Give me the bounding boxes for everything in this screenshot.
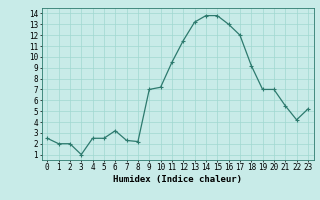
X-axis label: Humidex (Indice chaleur): Humidex (Indice chaleur) [113,175,242,184]
